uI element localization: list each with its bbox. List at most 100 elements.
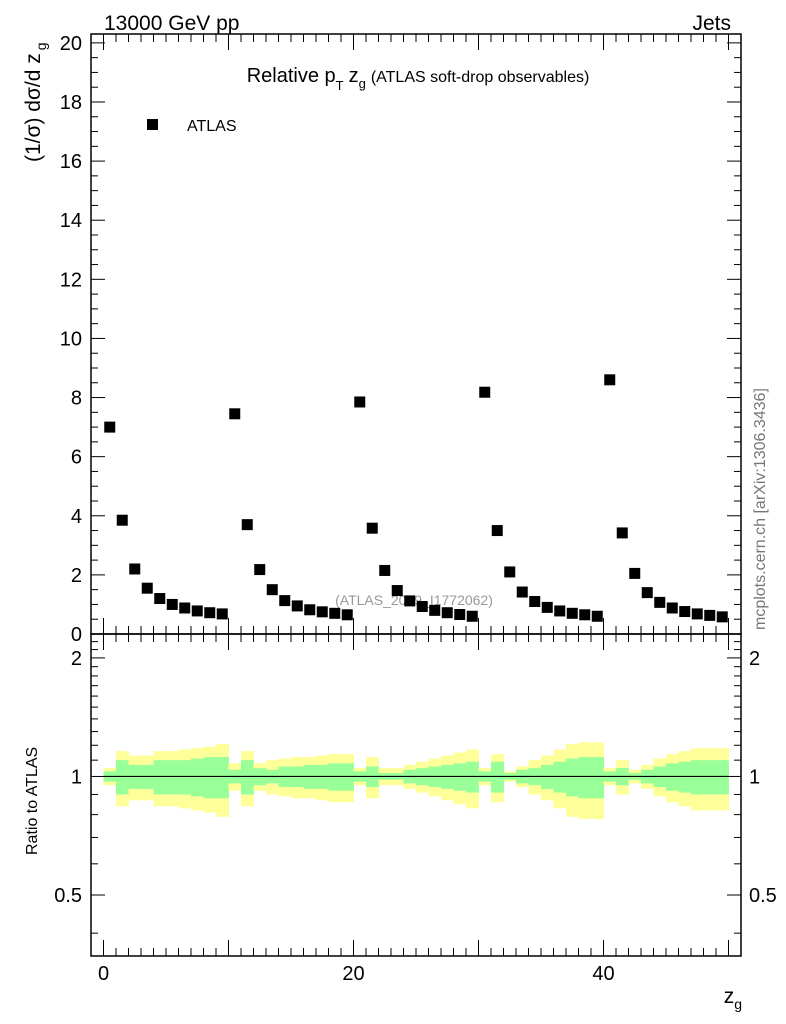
data-point [616, 527, 628, 539]
data-point [216, 608, 228, 620]
data-point [504, 566, 516, 578]
ratio-band-inner [566, 758, 579, 797]
y-tick-label: 4 [71, 506, 82, 528]
ratio-band-inner [466, 761, 479, 793]
main-plot-title: Relative pT zg (ATLAS soft-drop observable… [247, 65, 590, 93]
data-point [304, 604, 316, 616]
ratio-band-inner [178, 760, 192, 795]
data-point [704, 609, 716, 621]
data-point [691, 608, 703, 620]
data-point [379, 564, 391, 576]
ratio-y-tick-label-left: 0.5 [54, 885, 82, 907]
data-point [591, 610, 603, 622]
data-point [479, 386, 491, 398]
title-sub-g: g [359, 76, 366, 91]
data-point [254, 564, 266, 576]
ratio-band-inner [703, 760, 717, 795]
data-point [416, 601, 428, 613]
ratio-axes: 0.5 0.51 12 20 20 40 [54, 633, 777, 985]
data-point [129, 563, 141, 575]
ratio-band-inner [591, 757, 604, 799]
data-point [179, 602, 191, 614]
data-point [516, 586, 528, 598]
data-point [566, 607, 578, 619]
title-rest: (ATLAS soft-drop observables) [371, 69, 589, 86]
data-point [154, 593, 166, 605]
data-point [104, 421, 116, 433]
data-point [191, 605, 203, 617]
data-point [404, 595, 416, 607]
data-point [341, 609, 353, 621]
main-axes: 0 2 4 6 8 10 12 14 16 18 20 [60, 33, 742, 646]
data-point [666, 602, 678, 614]
header-right-label: Jets [692, 12, 731, 35]
ratio-band-inner [116, 760, 129, 795]
data-point [279, 595, 291, 607]
title-main-text: Relative p [247, 65, 336, 87]
ratio-band-inner [153, 760, 167, 795]
ratio-y-tick-label-left: 2 [71, 648, 82, 670]
y-tick-label: 0 [71, 624, 82, 646]
ratio-band-inner [241, 760, 254, 795]
data-point [354, 396, 366, 408]
data-point [429, 604, 441, 616]
y-tick-label: 2 [71, 565, 82, 587]
ratio-band-inner [716, 760, 729, 795]
data-point [716, 611, 728, 623]
data-point [579, 609, 591, 621]
data-point [391, 585, 403, 597]
ratio-band-inner [216, 757, 229, 799]
data-point [291, 600, 303, 612]
data-point [166, 598, 178, 610]
y-tick-label: 16 [60, 151, 82, 173]
data-point [266, 584, 278, 596]
data-point [466, 610, 478, 622]
ratio-band-inner [578, 757, 592, 799]
y-tick-label: 14 [60, 210, 82, 232]
x-axis-label: zg [724, 985, 742, 1012]
data-point [679, 606, 691, 618]
data-point [241, 519, 253, 531]
x-tick-label: 40 [592, 963, 614, 985]
y-tick-label: 20 [60, 33, 82, 55]
y-tick-label: 8 [71, 388, 82, 410]
ratio-band-inner [491, 761, 504, 793]
data-point [629, 567, 641, 579]
ratio-band-inner [203, 757, 217, 799]
y-tick-label: 18 [60, 92, 82, 114]
ratio-y-tick-label-left: 1 [71, 766, 82, 788]
data-point [641, 587, 653, 599]
data-point [204, 607, 216, 619]
ylabel-sub-text: g [33, 42, 49, 50]
y-tick-label: 6 [71, 447, 82, 469]
data-point [366, 522, 378, 534]
data-point [441, 607, 453, 619]
legend-label-atlas: ATLAS [187, 118, 237, 135]
data-point [116, 514, 128, 526]
data-point [554, 605, 566, 617]
data-point [141, 582, 153, 594]
ratio-band-inner [678, 761, 692, 793]
xlabel-sub-text: g [734, 996, 742, 1012]
ratio-y-axis-label: Ratio to ATLAS [24, 747, 41, 855]
header-left-label: 13000 GeV pp [104, 12, 239, 35]
data-point [491, 525, 503, 537]
ratio-band-inner [166, 760, 179, 795]
legend-marker-atlas [147, 119, 158, 130]
data-point [454, 608, 466, 620]
data-point [604, 374, 616, 386]
data-point [316, 606, 328, 618]
main-y-axis-label: (1/σ) dσ/d z g [22, 42, 49, 162]
ratio-band-inner [191, 758, 204, 797]
title-z: z [349, 65, 359, 87]
ratio-band-inner [553, 761, 567, 793]
xlabel-main-text: z [724, 985, 735, 1008]
ylabel-main-text: (1/σ) dσ/d z [22, 53, 45, 162]
legend: ATLAS [147, 118, 237, 135]
ratio-band-inner [691, 760, 704, 795]
y-tick-label: 10 [60, 328, 82, 350]
ratio-y-tick-label-right: 0.5 [749, 885, 777, 907]
y-tick-label: 12 [60, 269, 82, 291]
ratio-y-tick-label-right: 2 [749, 648, 760, 670]
